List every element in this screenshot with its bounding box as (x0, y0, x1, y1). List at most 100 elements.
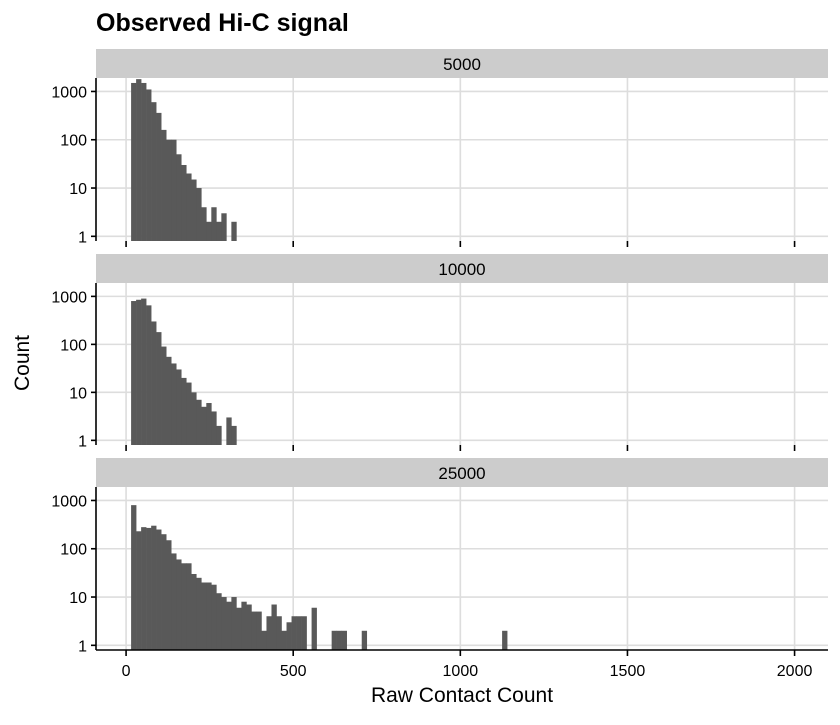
histogram-bar (216, 425, 222, 445)
histogram-bar (206, 582, 212, 650)
histogram-bar (171, 139, 177, 241)
x-tick-label: 1500 (610, 663, 646, 680)
histogram-bar (201, 207, 207, 241)
histogram-bar (146, 527, 152, 650)
y-tick-label: 1 (78, 638, 87, 655)
histogram-bar (186, 382, 192, 445)
histogram-bar (141, 82, 147, 241)
x-tick-label: 0 (122, 663, 131, 680)
histogram-bar (281, 630, 287, 650)
histogram-bar (231, 221, 237, 241)
histogram-bar (311, 607, 317, 650)
histogram-bar (171, 363, 177, 445)
histogram-bar (176, 154, 182, 241)
histogram-bar (136, 79, 142, 242)
y-tick-label: 100 (60, 542, 87, 559)
histogram-bar (186, 563, 192, 650)
histogram-bar (136, 531, 142, 650)
facet-panel: 10000 1 10 100 1000 (51, 254, 828, 451)
x-axis-title: Raw Contact Count (371, 684, 553, 707)
y-tick-label: 1 (78, 433, 87, 450)
histogram-bar (502, 630, 508, 650)
histogram-bar (201, 406, 207, 445)
histogram-bar (196, 399, 202, 445)
histogram-bar (211, 207, 217, 241)
histogram-bar (286, 622, 292, 650)
histogram-bar (276, 616, 282, 650)
facet-strip-label: 25000 (438, 464, 485, 483)
histogram-bar (166, 356, 172, 445)
histogram-bar (181, 164, 187, 241)
histogram-bar (296, 616, 302, 650)
histogram-bar (156, 529, 162, 650)
histogram-bar (236, 607, 242, 650)
histogram-bar (131, 301, 137, 445)
y-tick-label: 10 (69, 181, 87, 198)
histogram-bar (141, 298, 147, 445)
histogram-bar (166, 540, 172, 650)
histogram-bar (176, 369, 182, 445)
histogram-bar (176, 559, 182, 650)
histogram-bar (206, 403, 212, 445)
histogram-bar (226, 417, 232, 445)
facet-strip (96, 254, 828, 283)
histogram-bar (186, 173, 192, 241)
x-tick-label: 1000 (443, 663, 479, 680)
histogram-bar (156, 112, 162, 241)
facet-strip (96, 49, 828, 78)
histogram-bar (131, 82, 137, 241)
histogram-bar (171, 553, 177, 650)
facet-panel: 5000 1 10 100 1000 (51, 49, 828, 247)
y-axis-title: Count (11, 335, 34, 391)
histogram-bar (331, 630, 337, 650)
histogram-bar (151, 102, 157, 241)
y-tick-label: 1000 (51, 289, 87, 306)
histogram-bar (161, 346, 167, 445)
y-tick-label: 100 (60, 337, 87, 354)
histogram-bar (341, 630, 347, 650)
histogram-bar (146, 89, 152, 242)
histogram-bar (141, 527, 147, 650)
histogram-bar (146, 305, 152, 445)
x-tick-label: 500 (280, 663, 307, 680)
histogram-bar (181, 377, 187, 445)
facet-strip-label: 5000 (443, 55, 481, 74)
histogram-bar (211, 584, 217, 650)
histogram-bar (221, 213, 227, 241)
histogram-bar (136, 299, 142, 445)
histogram-bar (211, 411, 217, 445)
histogram-bar (201, 582, 207, 650)
x-axis: 0 500 1000 1500 2000 (96, 649, 828, 680)
histogram-bar (246, 604, 252, 650)
histogram-bar (151, 321, 157, 445)
x-tick-label: 2000 (777, 663, 813, 680)
histogram-bar (241, 601, 247, 650)
histogram-bar (231, 597, 237, 650)
histogram-bar (151, 525, 157, 650)
histogram-bar (181, 563, 187, 650)
histogram-bar (131, 505, 137, 650)
y-tick-label: 100 (60, 133, 87, 150)
facet-panels: 5000110100100010000110100100025000110100… (51, 49, 828, 656)
y-tick-label: 10 (69, 590, 87, 607)
histogram-bar (216, 221, 222, 241)
histogram-bar (266, 616, 272, 650)
histogram-bar (191, 392, 197, 445)
histogram-bar (161, 129, 167, 241)
panel-background (96, 283, 828, 445)
y-tick-label: 1000 (51, 84, 87, 101)
facet-strip-label: 10000 (438, 260, 485, 279)
histogram-bar (221, 597, 227, 650)
histogram-bar (191, 573, 197, 650)
histogram-bar (161, 534, 167, 650)
histogram-bar (216, 593, 222, 650)
panel-background (96, 78, 828, 241)
histogram-bar (336, 630, 342, 650)
y-tick-label: 1000 (51, 493, 87, 510)
histogram-bar (226, 601, 232, 650)
histogram-bar (251, 611, 257, 650)
histogram-bar (261, 630, 267, 650)
histogram-bar (291, 616, 297, 650)
